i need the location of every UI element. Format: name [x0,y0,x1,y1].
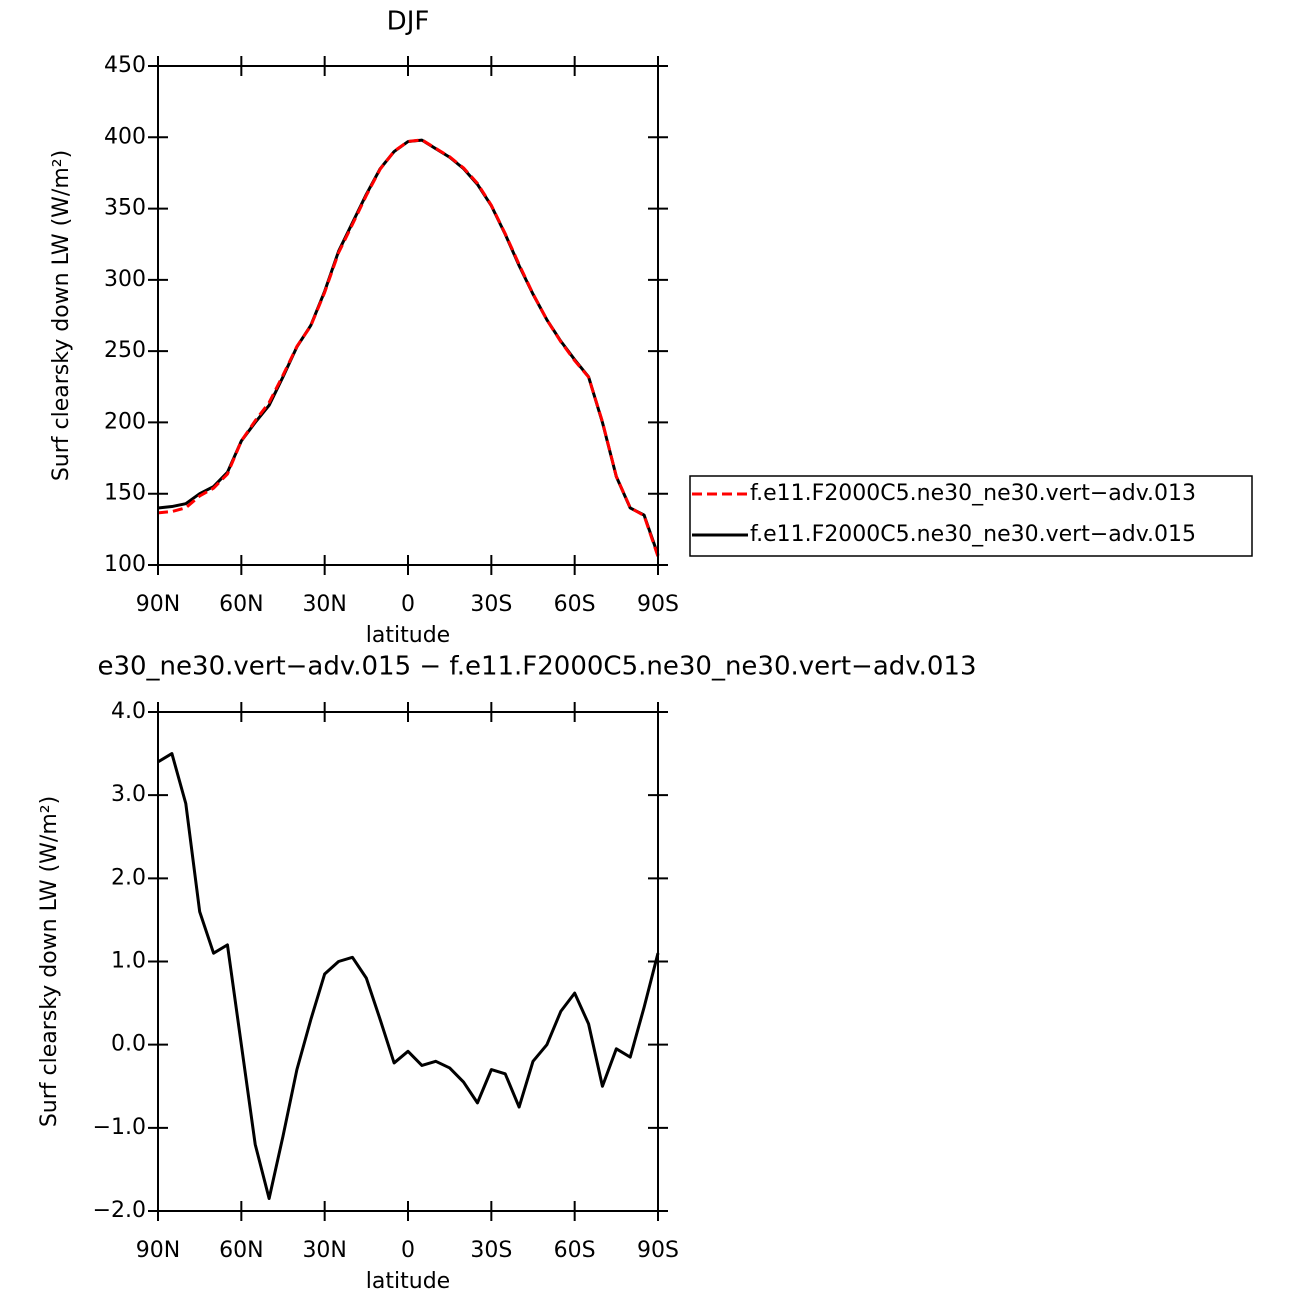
x-tick-label: 90N [136,592,180,617]
x-tick-label: 90S [637,1238,679,1263]
data-line [157,752,660,1201]
y-axis-label: Surf clearsky down LW (W/m²) [37,796,62,1127]
x-tick-label: 90S [637,592,679,617]
x-axis-label: latitude [366,1269,450,1294]
data-line [157,138,660,556]
chart-title: DJF [387,7,430,37]
y-tick-label: 350 [104,196,146,221]
y-tick-label: −1.0 [93,1115,146,1140]
y-axis-label: Surf clearsky down LW (W/m²) [49,150,74,481]
y-tick-label: −2.0 [93,1198,146,1223]
legend-box [689,475,1253,557]
legend-label: f.e11.F2000C5.ne30_ne30.vert−adv.013 [750,481,1196,506]
x-tick-label: 30S [470,1238,512,1263]
y-tick-label: 2.0 [111,865,146,890]
y-tick-label: 200 [104,409,146,434]
y-tick-label: 150 [104,481,146,506]
legend-label: f.e11.F2000C5.ne30_ne30.vert−adv.015 [750,522,1196,547]
plot-frame [157,65,659,566]
x-axis-label: latitude [366,623,450,648]
y-tick-label: 300 [104,267,146,292]
x-tick-label: 60N [219,592,263,617]
y-tick-label: 4.0 [111,699,146,724]
plot-frame [157,711,659,1212]
x-tick-label: 30N [302,592,346,617]
chart-title: e30_ne30.vert−adv.015 − f.e11.F2000C5.ne… [97,652,976,682]
x-tick-label: 30S [470,592,512,617]
y-tick-label: 100 [104,552,146,577]
x-tick-label: 90N [136,1238,180,1263]
x-tick-label: 60N [219,1238,263,1263]
x-tick-label: 60S [554,1238,596,1263]
x-tick-label: 30N [302,1238,346,1263]
y-tick-label: 0.0 [111,1032,146,1057]
y-tick-label: 1.0 [111,949,146,974]
y-tick-label: 250 [104,338,146,363]
x-tick-label: 60S [554,592,596,617]
data-line [157,138,660,558]
x-tick-label: 0 [401,592,415,617]
y-tick-label: 450 [104,53,146,78]
y-tick-label: 3.0 [111,782,146,807]
y-tick-label: 400 [104,124,146,149]
x-tick-label: 0 [401,1238,415,1263]
